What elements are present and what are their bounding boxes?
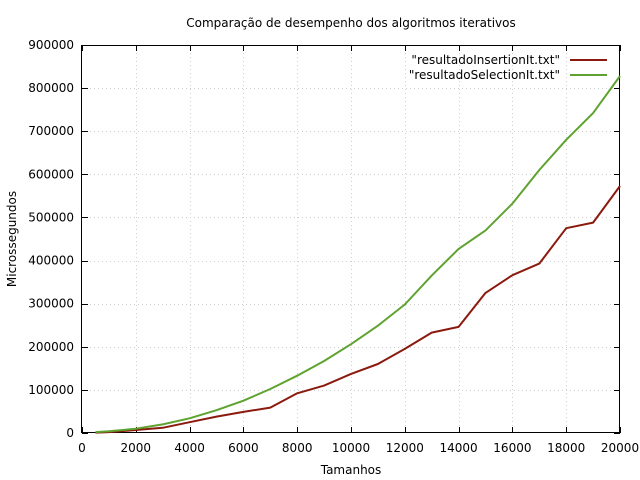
- x-tick-label: 12000: [386, 441, 424, 455]
- x-axis-label: Tamanhos: [320, 463, 382, 477]
- legend-label-1: "resultadoInsertionIt.txt": [411, 53, 560, 67]
- x-tick-label: 8000: [282, 441, 313, 455]
- legend: "resultadoInsertionIt.txt""resultadoSele…: [409, 53, 607, 82]
- y-tick-label: 300000: [28, 297, 74, 311]
- y-tick-label: 100000: [28, 383, 74, 397]
- x-tick-label: 4000: [174, 441, 205, 455]
- x-tick-label: 0: [78, 441, 86, 455]
- x-tick-label: 10000: [332, 441, 370, 455]
- plot-frame: [81, 45, 620, 433]
- y-tick-label: 500000: [28, 210, 74, 224]
- y-tick-label: 900000: [28, 38, 74, 52]
- axis-ticks: 0 2000 4000 6000 8000 10000 12000 14000 16000 180…: [28, 38, 639, 455]
- x-tick-label: 18000: [547, 441, 585, 455]
- x-tick-label: 6000: [228, 441, 259, 455]
- y-tick-label: 200000: [28, 340, 74, 354]
- grid-lines: [82, 45, 620, 433]
- y-tick-label: 0: [66, 426, 74, 440]
- chart-title: Comparação de desempenho dos algoritmos …: [186, 16, 515, 30]
- x-tick-label: 16000: [493, 441, 531, 455]
- series-line-1: [95, 185, 621, 434]
- series-lines: [95, 75, 621, 434]
- y-tick-label: 600000: [28, 167, 74, 181]
- y-axis-label: Microssegundos: [5, 191, 19, 287]
- y-tick-label: 400000: [28, 254, 74, 268]
- series-line-2: [95, 75, 621, 434]
- x-tick-label: 2000: [121, 441, 152, 455]
- x-tick-label: 14000: [440, 441, 478, 455]
- y-tick-label: 800000: [28, 81, 74, 95]
- y-tick-label: 700000: [28, 124, 74, 138]
- legend-label-2: "resultadoSelectionIt.txt": [409, 68, 560, 82]
- x-tick-label: 20000: [601, 441, 639, 455]
